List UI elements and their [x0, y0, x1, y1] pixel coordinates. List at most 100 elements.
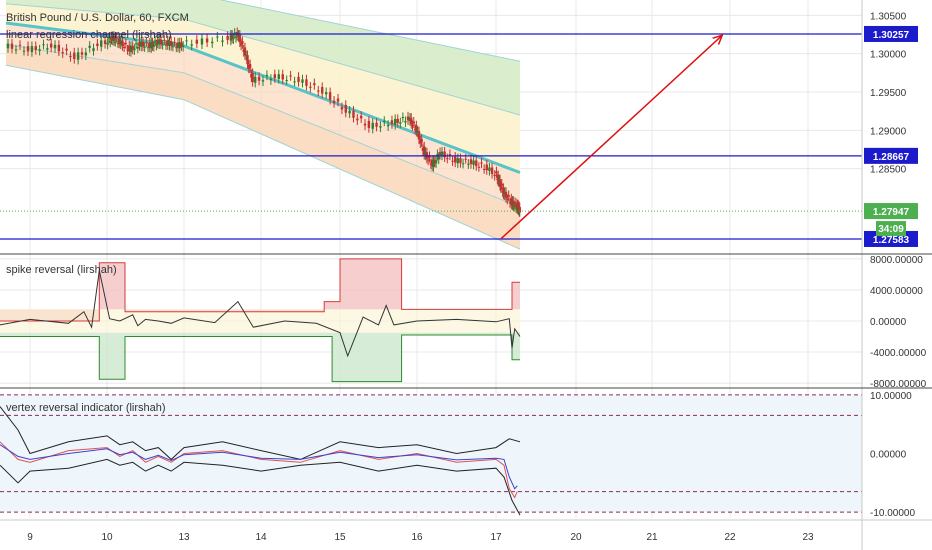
candle-body [200, 38, 204, 45]
candle-body [148, 42, 151, 48]
candle-body [513, 206, 516, 208]
candle-body [14, 49, 18, 51]
channel-edge-lower_outer [5, 64, 521, 250]
level-tag-label: 1.28667 [873, 152, 910, 163]
candle-body [261, 80, 265, 82]
candle-body [92, 48, 95, 52]
candle-body [497, 175, 500, 182]
candle-body [367, 120, 371, 129]
candle-body [518, 207, 521, 213]
x-tick-label: 16 [411, 532, 423, 543]
channel-upper-band [6, 0, 520, 115]
candle-body [190, 44, 193, 46]
candle-body [517, 205, 521, 207]
candle-body [469, 159, 473, 165]
x-tick-label: 21 [646, 532, 658, 543]
vertex-tick-label: 10.00000 [870, 391, 912, 402]
candle-body [115, 37, 118, 39]
candle-body [443, 151, 446, 158]
candle-body [289, 75, 292, 77]
price-tick-label: 1.29500 [870, 88, 907, 99]
x-tick-label: 14 [255, 532, 267, 543]
candle-body [417, 131, 421, 140]
candle-body [247, 64, 251, 69]
candle-body [38, 49, 41, 51]
candle-body [152, 45, 156, 48]
candle-body [495, 171, 498, 174]
candle-body [493, 174, 496, 176]
trend-arrow[interactable] [500, 34, 723, 239]
candle-body [390, 120, 394, 125]
candle-body [421, 147, 425, 152]
candle-body [96, 43, 99, 46]
candle-body [499, 186, 503, 189]
candle-body [153, 40, 157, 42]
vertex-reversal-panel[interactable] [0, 394, 862, 516]
candle-body [508, 202, 512, 204]
candle-body [429, 163, 433, 165]
candle-body [500, 183, 503, 186]
price-tick-label: 1.28500 [870, 165, 907, 176]
candle-body [482, 168, 486, 170]
vertex-background [0, 394, 862, 513]
candle-body [502, 187, 505, 195]
price-panel[interactable] [0, 0, 862, 250]
candle-body [344, 104, 347, 113]
candle-body [406, 116, 410, 121]
spike-tick-label: -4000.00000 [870, 348, 927, 359]
candle-body [265, 74, 269, 76]
candle-body [254, 76, 257, 83]
candle-body [490, 167, 494, 175]
channel-edge-upper_outer [219, 0, 521, 62]
candle-body [124, 42, 128, 45]
candle-body [498, 179, 502, 187]
candle-body [440, 151, 444, 156]
candle-body [332, 100, 336, 104]
candle-body [61, 52, 64, 54]
candle-body [145, 42, 148, 44]
candle-body [464, 158, 467, 160]
spike-upper-band-line [0, 258, 520, 322]
candle-body [411, 124, 414, 127]
candle-body [110, 36, 113, 40]
candlesticks [6, 27, 521, 217]
candle-body [173, 41, 176, 43]
candle-body [512, 200, 515, 206]
level-tag-label: 1.30257 [873, 30, 910, 41]
candle-body [257, 76, 261, 81]
candle-body [485, 164, 488, 171]
candle-body [234, 36, 238, 39]
candle-body [488, 167, 491, 171]
candle-body [420, 138, 423, 143]
spike-lower-band-line [0, 334, 520, 383]
candle-body [151, 42, 154, 47]
candle-body [159, 39, 163, 45]
candle-body [136, 46, 139, 49]
candle-body [448, 154, 452, 156]
candle-body [6, 43, 10, 49]
candle-body [396, 118, 399, 123]
candle-body [250, 73, 253, 78]
spike-upper-area [0, 258, 520, 321]
candle-body [232, 37, 235, 40]
countdown-label: 34:09 [878, 224, 904, 235]
candle-body [269, 78, 273, 81]
candle-body [140, 41, 143, 47]
vertex-tick-label: 0.00000 [870, 450, 907, 461]
candle-body [281, 74, 284, 80]
candle-body [352, 110, 355, 118]
spike-reversal-panel[interactable] [0, 258, 521, 383]
candle-body [141, 41, 145, 47]
candle-body [301, 79, 304, 83]
spike-tick-label: 8000.00000 [870, 255, 923, 266]
candle-body [226, 35, 229, 40]
candle-body [22, 50, 26, 52]
spike-reversal-title: spike reversal (lirshah) [6, 264, 117, 276]
channel-edge-upper_inner [5, 3, 521, 116]
candle-body [423, 146, 426, 155]
candle-body [233, 32, 236, 34]
candle-body [317, 90, 320, 92]
price-tick-label: 1.30500 [870, 11, 907, 22]
candle-body [375, 122, 378, 127]
